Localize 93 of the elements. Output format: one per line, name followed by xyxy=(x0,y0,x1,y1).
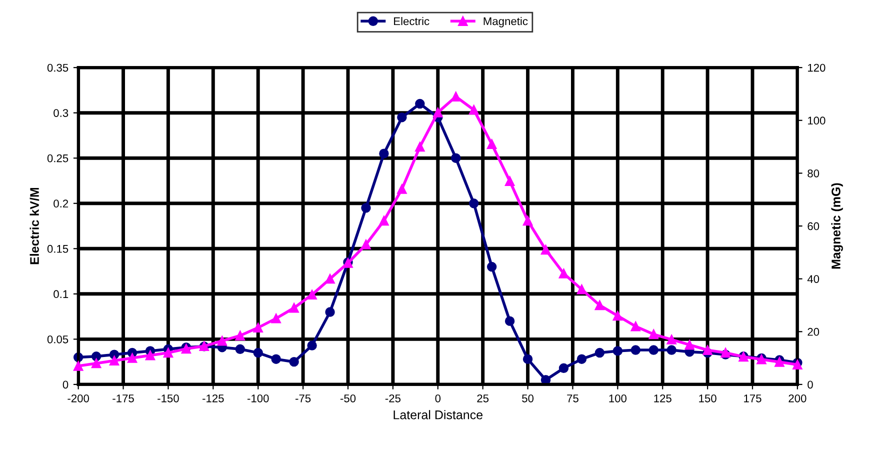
point xyxy=(415,142,425,152)
point xyxy=(289,356,299,367)
point xyxy=(594,300,605,310)
point xyxy=(325,274,335,284)
point xyxy=(73,361,84,371)
point xyxy=(91,358,102,368)
point xyxy=(504,176,515,186)
y-tick-label: 0.3 xyxy=(54,109,68,117)
point xyxy=(415,98,425,109)
y-axis-title: Electric kV/M xyxy=(30,188,40,264)
y2-tick-label: 60 xyxy=(808,222,820,230)
point xyxy=(648,329,658,340)
y2-tick-label: 0 xyxy=(808,380,813,389)
x-axis-title: Lateral Distance xyxy=(394,410,482,420)
point xyxy=(558,268,569,278)
point xyxy=(594,348,605,358)
y-tick-label: 0.2 xyxy=(54,200,68,208)
legend-label: Magnetic xyxy=(484,16,528,28)
x-tick-label: -100 xyxy=(247,394,269,402)
y-tick-label: 0.35 xyxy=(47,64,68,72)
y2-tick-label: 120 xyxy=(808,64,826,72)
x-tick-label: -25 xyxy=(385,394,400,402)
x-tick-label: 100 xyxy=(609,394,626,402)
point xyxy=(361,240,371,250)
y-tick-label: 0.05 xyxy=(47,335,68,344)
point xyxy=(558,363,569,374)
point xyxy=(666,345,676,355)
legend-label: Electric xyxy=(394,16,430,26)
point xyxy=(666,334,676,344)
y-tick-label: 0.25 xyxy=(47,154,68,162)
point xyxy=(468,198,479,208)
point xyxy=(91,352,102,362)
point xyxy=(630,345,640,355)
x-tick-label: 125 xyxy=(654,394,672,402)
x-tick-label: -75 xyxy=(296,394,311,402)
point xyxy=(253,322,263,333)
point xyxy=(433,108,443,118)
x-tick-label: -125 xyxy=(202,394,224,402)
x-tick-label: 0 xyxy=(435,394,441,402)
y2-tick-label: 40 xyxy=(807,275,820,283)
point xyxy=(684,340,694,350)
point xyxy=(325,307,335,317)
point xyxy=(127,353,138,363)
x-tick-label: 75 xyxy=(567,394,578,402)
point xyxy=(271,354,281,364)
point xyxy=(397,112,407,122)
point xyxy=(450,153,461,163)
x-tick-label: -200 xyxy=(68,394,90,402)
point xyxy=(486,139,497,150)
point xyxy=(379,148,389,158)
x-tick-label: -50 xyxy=(340,394,356,402)
point xyxy=(145,350,156,360)
point xyxy=(576,284,587,294)
point xyxy=(217,336,228,346)
x-tick-label: 200 xyxy=(788,394,806,402)
point xyxy=(361,203,371,213)
point xyxy=(109,356,120,366)
point xyxy=(271,314,281,324)
y-tick-label: 0.15 xyxy=(47,244,68,253)
point xyxy=(576,354,587,364)
point xyxy=(253,348,263,358)
point xyxy=(486,262,497,272)
point xyxy=(648,345,658,355)
y-tick-label: 0 xyxy=(62,380,68,389)
point xyxy=(468,104,479,115)
y2-tick-label: 20 xyxy=(808,328,820,336)
point xyxy=(379,216,389,226)
point xyxy=(163,348,174,358)
point xyxy=(235,344,245,354)
point xyxy=(307,340,317,350)
point xyxy=(397,184,407,194)
y-tick-label: 0.1 xyxy=(54,290,68,298)
point xyxy=(612,310,623,321)
point xyxy=(522,216,533,226)
x-tick-label: 25 xyxy=(477,394,489,402)
point xyxy=(702,345,712,355)
point xyxy=(522,354,533,364)
point xyxy=(450,92,461,102)
point xyxy=(612,346,623,356)
x-tick-label: -175 xyxy=(112,394,134,402)
point xyxy=(540,244,551,255)
y2-tick-label: 100 xyxy=(808,116,826,125)
x-tick-label: -150 xyxy=(158,394,179,402)
x-tick-label: 50 xyxy=(522,394,534,402)
point xyxy=(630,321,640,332)
point xyxy=(235,330,245,340)
x-tick-label: 175 xyxy=(744,394,762,402)
point xyxy=(289,303,299,313)
y2-axis-title: Magnetic (mG) xyxy=(831,183,843,269)
point xyxy=(504,316,515,326)
y2-tick-label: 80 xyxy=(808,169,820,178)
x-tick-label: 150 xyxy=(699,394,716,402)
point xyxy=(307,290,317,300)
